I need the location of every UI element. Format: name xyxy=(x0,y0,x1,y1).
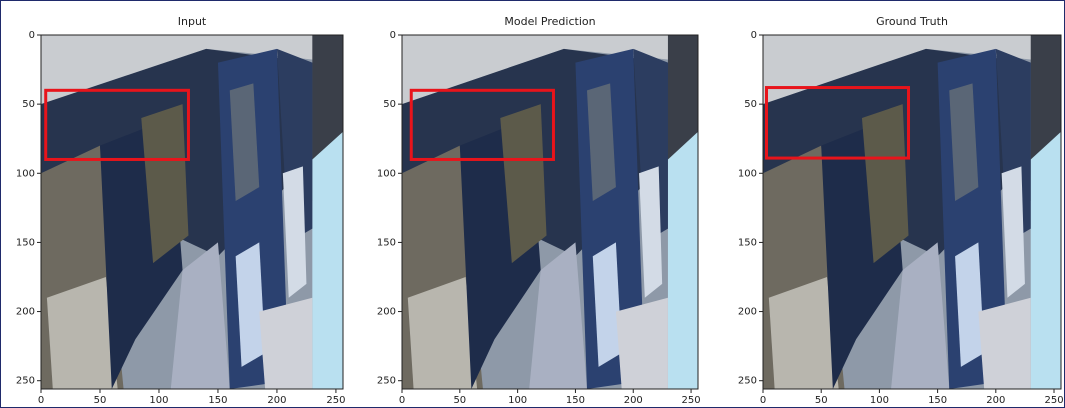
x-tick-label: 100 xyxy=(149,395,168,406)
x-tick-label: 50 xyxy=(94,395,107,406)
x-tick-label: 150 xyxy=(566,395,585,406)
y-tick-label: 250 xyxy=(16,376,35,387)
x-tick-label: 250 xyxy=(326,395,345,406)
y-tick-label: 150 xyxy=(16,237,35,248)
image xyxy=(41,35,343,389)
y-tick-label: 100 xyxy=(738,168,757,179)
y-tick-label: 0 xyxy=(29,30,35,41)
y-tick-label: 0 xyxy=(751,30,757,41)
y-tick-label: 100 xyxy=(16,168,35,179)
y-tick-label: 250 xyxy=(738,376,757,387)
y-tick-label: 200 xyxy=(738,307,757,318)
y-tick-label: 200 xyxy=(377,307,396,318)
figure: Input050100150200250050100150200250Model… xyxy=(0,0,1065,408)
y-tick-label: 100 xyxy=(377,168,396,179)
x-tick-label: 150 xyxy=(928,395,947,406)
x-tick-label: 100 xyxy=(508,395,527,406)
y-tick-label: 50 xyxy=(383,99,396,110)
y-tick-label: 150 xyxy=(738,237,757,248)
x-tick-label: 250 xyxy=(682,395,701,406)
y-tick-label: 150 xyxy=(377,237,396,248)
x-tick-label: 200 xyxy=(267,395,286,406)
y-tick-label: 0 xyxy=(390,30,396,41)
panel-title: Input xyxy=(178,15,207,28)
y-tick-label: 250 xyxy=(377,376,396,387)
x-tick-label: 200 xyxy=(986,395,1005,406)
x-tick-label: 50 xyxy=(453,395,466,406)
panel-title: Model Prediction xyxy=(504,15,595,28)
panel-title: Ground Truth xyxy=(876,15,948,28)
x-tick-label: 50 xyxy=(815,395,828,406)
y-tick-label: 50 xyxy=(22,99,35,110)
x-tick-label: 0 xyxy=(399,395,405,406)
x-tick-label: 0 xyxy=(760,395,766,406)
x-tick-label: 100 xyxy=(870,395,889,406)
y-tick-label: 50 xyxy=(744,99,757,110)
y-tick-label: 200 xyxy=(16,307,35,318)
x-tick-label: 250 xyxy=(1044,395,1063,406)
x-tick-label: 200 xyxy=(624,395,643,406)
image xyxy=(402,35,698,389)
x-tick-label: 0 xyxy=(38,395,44,406)
x-tick-label: 150 xyxy=(208,395,227,406)
chart: Input050100150200250050100150200250Model… xyxy=(1,1,1064,407)
